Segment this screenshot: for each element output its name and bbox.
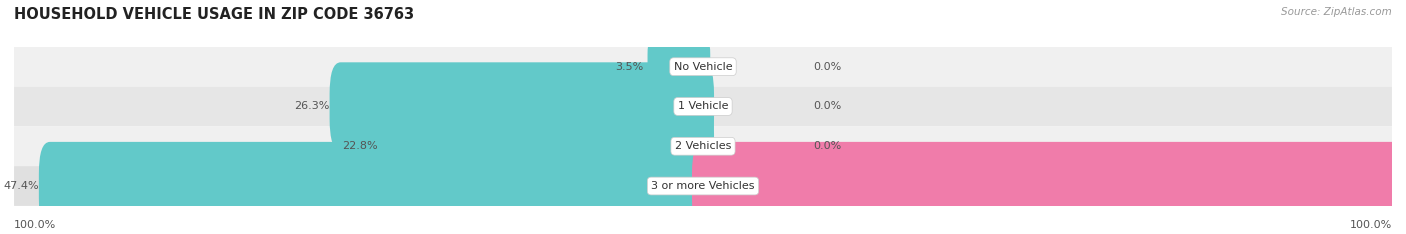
- Text: 26.3%: 26.3%: [294, 102, 329, 111]
- FancyBboxPatch shape: [14, 126, 1392, 166]
- FancyBboxPatch shape: [14, 87, 1392, 126]
- Text: 3 or more Vehicles: 3 or more Vehicles: [651, 181, 755, 191]
- Text: 0.0%: 0.0%: [813, 62, 841, 72]
- Text: 1 Vehicle: 1 Vehicle: [678, 102, 728, 111]
- FancyBboxPatch shape: [692, 142, 1406, 230]
- Text: No Vehicle: No Vehicle: [673, 62, 733, 72]
- FancyBboxPatch shape: [378, 102, 714, 190]
- Text: 47.4%: 47.4%: [3, 181, 39, 191]
- FancyBboxPatch shape: [648, 33, 710, 100]
- FancyBboxPatch shape: [329, 62, 714, 151]
- FancyBboxPatch shape: [39, 142, 714, 230]
- Text: 100.0%: 100.0%: [14, 220, 56, 230]
- Text: 22.8%: 22.8%: [342, 141, 378, 151]
- Text: 3.5%: 3.5%: [616, 62, 644, 72]
- Text: 100.0%: 100.0%: [1350, 220, 1392, 230]
- FancyBboxPatch shape: [14, 166, 1392, 206]
- Text: 0.0%: 0.0%: [813, 141, 841, 151]
- Text: HOUSEHOLD VEHICLE USAGE IN ZIP CODE 36763: HOUSEHOLD VEHICLE USAGE IN ZIP CODE 3676…: [14, 7, 415, 22]
- Text: 2 Vehicles: 2 Vehicles: [675, 141, 731, 151]
- FancyBboxPatch shape: [14, 47, 1392, 87]
- Text: 0.0%: 0.0%: [813, 102, 841, 111]
- Text: Source: ZipAtlas.com: Source: ZipAtlas.com: [1281, 7, 1392, 17]
